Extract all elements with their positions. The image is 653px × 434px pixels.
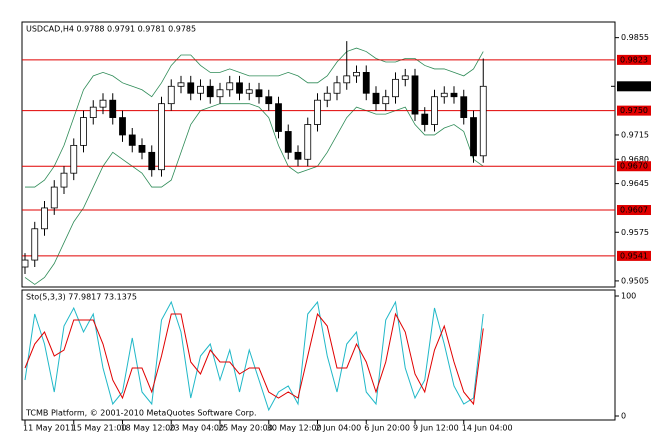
band-lower	[24, 103, 484, 285]
candle-body	[245, 89, 253, 94]
candle-body	[460, 96, 468, 118]
candle-body	[148, 151, 156, 171]
x-tick-label: 14 Jun 04:00	[462, 424, 513, 433]
candle-body	[265, 96, 273, 105]
candle-body	[284, 131, 292, 153]
candle-body	[323, 92, 331, 101]
candle-body	[197, 85, 204, 94]
candle-body	[206, 85, 214, 98]
x-tick-label: 11 May 2011	[23, 424, 75, 433]
y-tick-label: 0	[621, 412, 626, 421]
candle-body	[80, 117, 87, 146]
oscillator-line	[24, 312, 484, 406]
candle-body	[70, 144, 78, 174]
level-label-box	[617, 250, 651, 261]
oscillator-panel	[21, 289, 616, 421]
candle-body	[138, 144, 146, 153]
price-title: USDCAD,H4 0.9788 0.9791 0.9781 0.9785	[26, 25, 196, 34]
candle-body	[411, 75, 419, 115]
band-upper	[25, 47, 484, 188]
x-tick-label: 9 Jun 12:00	[413, 424, 459, 433]
y-tick-label: 0.9575	[621, 228, 649, 237]
candle-body	[60, 172, 68, 188]
level-label-box	[617, 205, 651, 216]
x-tick-label: 2 Jun 04:00	[316, 424, 362, 433]
candle-body	[41, 207, 48, 230]
candle-body	[255, 89, 263, 98]
level-label-box	[617, 105, 651, 116]
candle-body	[119, 117, 126, 136]
candle-body	[382, 96, 390, 105]
candle-body	[177, 82, 185, 87]
level-label-box	[617, 54, 651, 65]
candle-body	[158, 103, 165, 171]
candle-body	[470, 117, 477, 157]
y-tick-label: 100	[621, 292, 636, 301]
candle-body	[50, 186, 58, 209]
candle-body	[216, 89, 224, 98]
candle-body	[479, 85, 487, 157]
candle-body	[440, 92, 448, 98]
candle-body	[314, 99, 321, 125]
y-tick-label: 0.9505	[621, 276, 649, 285]
candle-body	[333, 82, 341, 94]
x-tick-label: 15 May 21:00	[72, 424, 127, 433]
candle-body	[128, 134, 136, 146]
y-tick-label: 0.9715	[621, 130, 649, 139]
level-label: 0.9541	[620, 251, 648, 260]
last-price-box	[617, 81, 651, 92]
candle-body	[109, 99, 117, 118]
candle-body	[226, 82, 234, 91]
candle-body	[362, 71, 370, 94]
x-tick-label: 23 May 04:00	[169, 424, 224, 433]
x-tick-label: 18 May 12:00	[121, 424, 176, 433]
candle-body	[392, 78, 399, 98]
candle-body	[431, 96, 438, 125]
oscillator-line	[24, 300, 484, 412]
candle-body	[450, 92, 458, 98]
candle-body	[99, 99, 107, 108]
level-label: 0.9670	[620, 162, 648, 171]
candle-body	[31, 228, 39, 261]
oscillator-title: Sto(5,3,3) 77.9817 73.1375	[26, 293, 137, 302]
candle-body	[21, 259, 29, 268]
level-label: 0.9823	[620, 55, 648, 64]
level-label-box	[617, 161, 651, 172]
y-tick-label: 0.9645	[621, 179, 649, 188]
candle-body	[275, 103, 282, 132]
last-price-label: 0.9785	[620, 82, 648, 91]
candle-body	[401, 75, 409, 80]
candle-body	[421, 113, 429, 125]
y-tick-label: 0.9680	[621, 155, 649, 164]
candle-body	[304, 124, 312, 160]
candle-body	[294, 151, 302, 160]
candle-body	[236, 82, 243, 94]
candle-body	[343, 75, 351, 84]
x-tick-label: 25 May 20:00	[218, 424, 273, 433]
x-tick-label: 6 Jun 20:00	[364, 424, 410, 433]
price-panel	[21, 21, 616, 288]
y-tick-label: 0.9855	[621, 33, 649, 42]
footer: TCMB Platform, © 2001-2010 MetaQuotes So…	[25, 409, 257, 418]
candle-body	[187, 82, 195, 94]
candle-body	[89, 106, 97, 118]
candle-body	[167, 85, 175, 105]
level-label: 0.9607	[620, 206, 648, 215]
candle-body	[353, 71, 360, 77]
level-label: 0.9750	[620, 106, 648, 115]
candle-body	[372, 92, 380, 105]
x-tick-label: 30 May 12:00	[267, 424, 322, 433]
